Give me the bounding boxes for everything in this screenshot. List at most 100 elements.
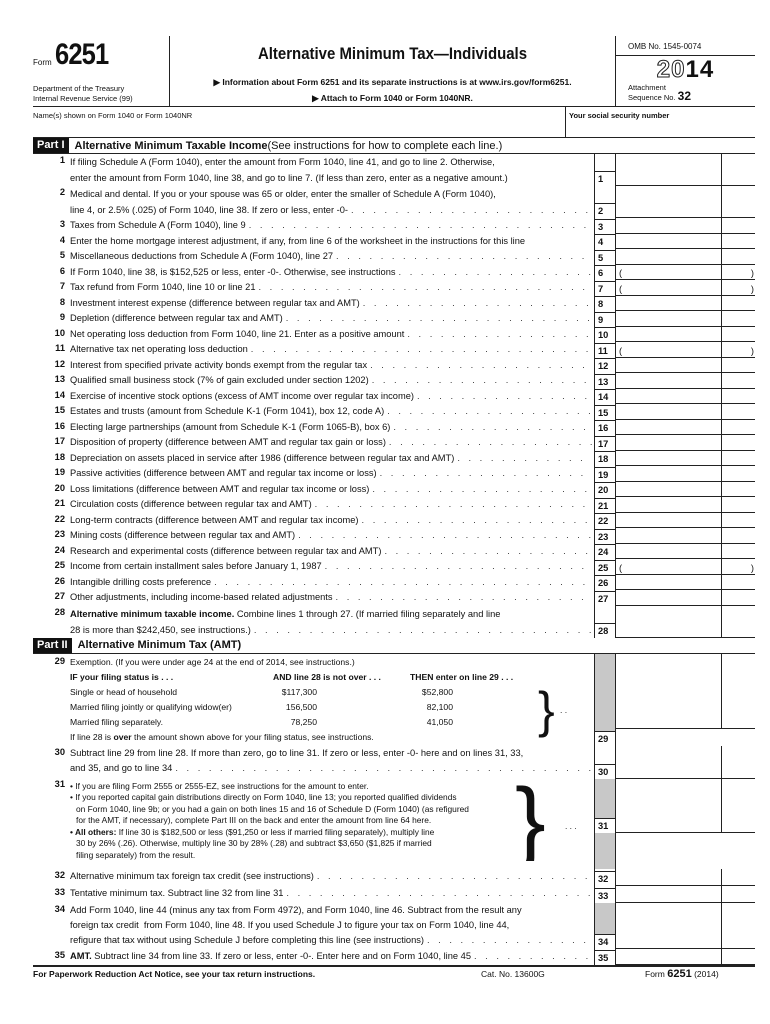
amount-field[interactable] [616, 326, 721, 342]
sequence-number: 32 [677, 89, 691, 103]
cents-field[interactable] [721, 481, 755, 497]
line-text: Alternative minimum tax foreign tax cred… [70, 869, 592, 884]
text-line: Enter the home mortgage interest adjustm… [70, 234, 592, 250]
line-number: 33 [54, 886, 65, 897]
cents-field[interactable] [721, 435, 755, 451]
cents-field[interactable] [721, 154, 755, 186]
amount-field[interactable]: () [616, 280, 754, 296]
sequence-label: Sequence No. [628, 93, 676, 102]
cents-field[interactable] [721, 404, 755, 420]
amount-field[interactable] [616, 512, 721, 528]
cents-field[interactable] [721, 512, 755, 528]
cents-field[interactable] [721, 868, 755, 886]
cents-field[interactable] [721, 559, 755, 575]
amount-field[interactable] [616, 311, 721, 327]
line-box-number: 8 [595, 296, 615, 311]
cents-field[interactable] [721, 280, 755, 296]
amount-field[interactable] [616, 481, 721, 497]
cents-field[interactable] [721, 902, 755, 949]
amount-field[interactable] [616, 218, 721, 234]
cents-field[interactable] [721, 948, 755, 965]
cents-field[interactable] [721, 497, 755, 513]
amount-field[interactable] [616, 373, 721, 389]
amount-field[interactable]: () [616, 342, 754, 358]
line-box-number: 20 [595, 482, 615, 497]
amount-field[interactable] [616, 295, 721, 311]
amount-field[interactable]: () [616, 559, 754, 575]
line-box-number: 15 [595, 404, 615, 420]
cents-field[interactable] [721, 249, 755, 265]
line-text: Long-term contracts (difference between … [70, 513, 592, 529]
text-segment: Other adjustments, including income-base… [70, 592, 333, 602]
amount-field[interactable] [616, 778, 721, 833]
names-field[interactable]: Name(s) shown on Form 1040 or Form 1040N… [33, 111, 193, 120]
cents-field[interactable] [721, 778, 755, 833]
amount-field[interactable] [616, 745, 721, 779]
cents-field[interactable] [721, 528, 755, 544]
cents-field[interactable] [721, 311, 755, 327]
cents-field[interactable] [721, 233, 755, 249]
ssn-field[interactable]: Your social security number [565, 107, 755, 138]
cents-field[interactable] [721, 342, 755, 358]
cents-field[interactable] [721, 264, 755, 280]
amount-field[interactable]: () [616, 264, 754, 280]
amount-field[interactable] [616, 233, 721, 249]
amount-field[interactable] [616, 450, 721, 466]
amount-field[interactable] [616, 605, 721, 638]
amount-field[interactable] [616, 357, 721, 373]
amount-field[interactable] [616, 574, 721, 590]
line-box-number: 29 [595, 730, 615, 746]
line-number: 3 [59, 219, 65, 229]
amount-field[interactable] [616, 653, 721, 729]
amount-field[interactable] [616, 419, 721, 435]
amount-field[interactable] [616, 435, 721, 451]
line-text: Miscellaneous deductions from Schedule A… [70, 249, 592, 265]
line-text: Enter the home mortgage interest adjustm… [70, 234, 592, 250]
cents-field[interactable] [721, 590, 755, 606]
amount-field[interactable] [616, 590, 721, 606]
cents-field[interactable] [721, 186, 755, 218]
cents-field[interactable] [721, 653, 755, 729]
line-box-number: 23 [595, 528, 615, 544]
cents-field[interactable] [721, 466, 755, 482]
amount-field[interactable] [616, 497, 721, 513]
line-text: Estates and trusts (amount from Schedule… [70, 404, 592, 420]
text-line: Loss limitations (difference between AMT… [70, 482, 592, 498]
amount-field[interactable] [616, 466, 721, 482]
cents-field[interactable] [721, 388, 755, 404]
cents-field[interactable] [721, 885, 755, 903]
cents-field[interactable] [721, 218, 755, 234]
text-segment: Loss limitations (difference between AMT… [70, 483, 370, 494]
line-number: 26 [54, 575, 65, 586]
amount-field[interactable] [616, 249, 721, 265]
amount-field[interactable] [616, 404, 721, 420]
leader-dots [386, 435, 592, 451]
cents-field[interactable] [721, 574, 755, 590]
amount-field[interactable] [616, 902, 721, 949]
cents-field[interactable] [721, 450, 755, 466]
form-header: Form 6251 Department of the Treasury Inte… [33, 36, 755, 107]
form-word: Form [33, 58, 52, 67]
cents-field[interactable] [721, 419, 755, 435]
amount-field[interactable] [616, 543, 721, 559]
cents-field[interactable] [721, 543, 755, 559]
line-number: 31 [54, 778, 65, 789]
amount-field[interactable] [616, 868, 721, 886]
amount-field[interactable] [616, 885, 721, 903]
cents-field[interactable] [721, 605, 755, 638]
exemption-row: Single or head of household $117,300 $52,8… [70, 685, 592, 700]
cents-field[interactable] [721, 295, 755, 311]
line-33: 33 Tentative minimum tax. Subtract line 3… [33, 885, 755, 903]
amount-field[interactable] [616, 186, 721, 218]
cents-field[interactable] [721, 357, 755, 373]
amount-field[interactable] [616, 388, 721, 404]
line-number: 29 [54, 655, 65, 666]
line-text: Loss limitations (difference between AMT… [70, 482, 592, 498]
amount-field[interactable] [616, 154, 721, 186]
amount-field[interactable] [616, 528, 721, 544]
amount-field[interactable] [616, 948, 721, 965]
cents-field[interactable] [721, 373, 755, 389]
cents-field[interactable] [721, 326, 755, 342]
cents-field[interactable] [721, 745, 755, 779]
text-segment: Depletion (difference between regular ta… [70, 313, 283, 323]
